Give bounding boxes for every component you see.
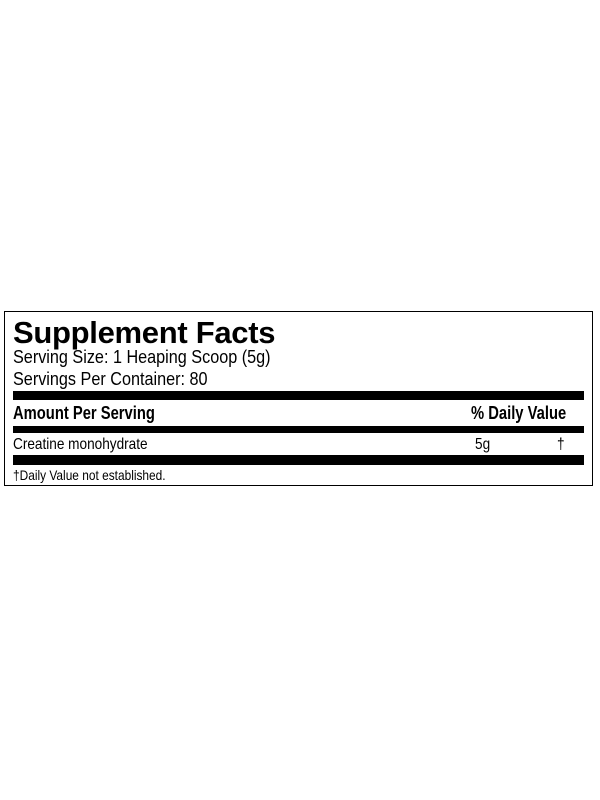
thick-divider-bottom	[13, 455, 584, 465]
ingredient-amount: 5g	[475, 436, 491, 453]
serving-size: Serving Size: 1 Heaping Scoop (5g)	[13, 347, 271, 367]
thick-divider	[13, 391, 584, 400]
daily-value-header: % Daily Value	[471, 403, 567, 423]
amount-per-serving-header: Amount Per Serving	[13, 403, 155, 423]
footnote: †Daily Value not established.	[13, 467, 166, 483]
servings-per-container: Servings Per Container: 80	[13, 369, 208, 389]
supplement-facts-panel: Supplement Facts Serving Size: 1 Heaping…	[4, 311, 593, 486]
panel-title: Supplement Facts	[13, 315, 276, 350]
divider	[13, 426, 584, 433]
ingredient-daily-value: †	[557, 436, 565, 453]
ingredient-name: Creatine monohydrate	[13, 436, 148, 453]
